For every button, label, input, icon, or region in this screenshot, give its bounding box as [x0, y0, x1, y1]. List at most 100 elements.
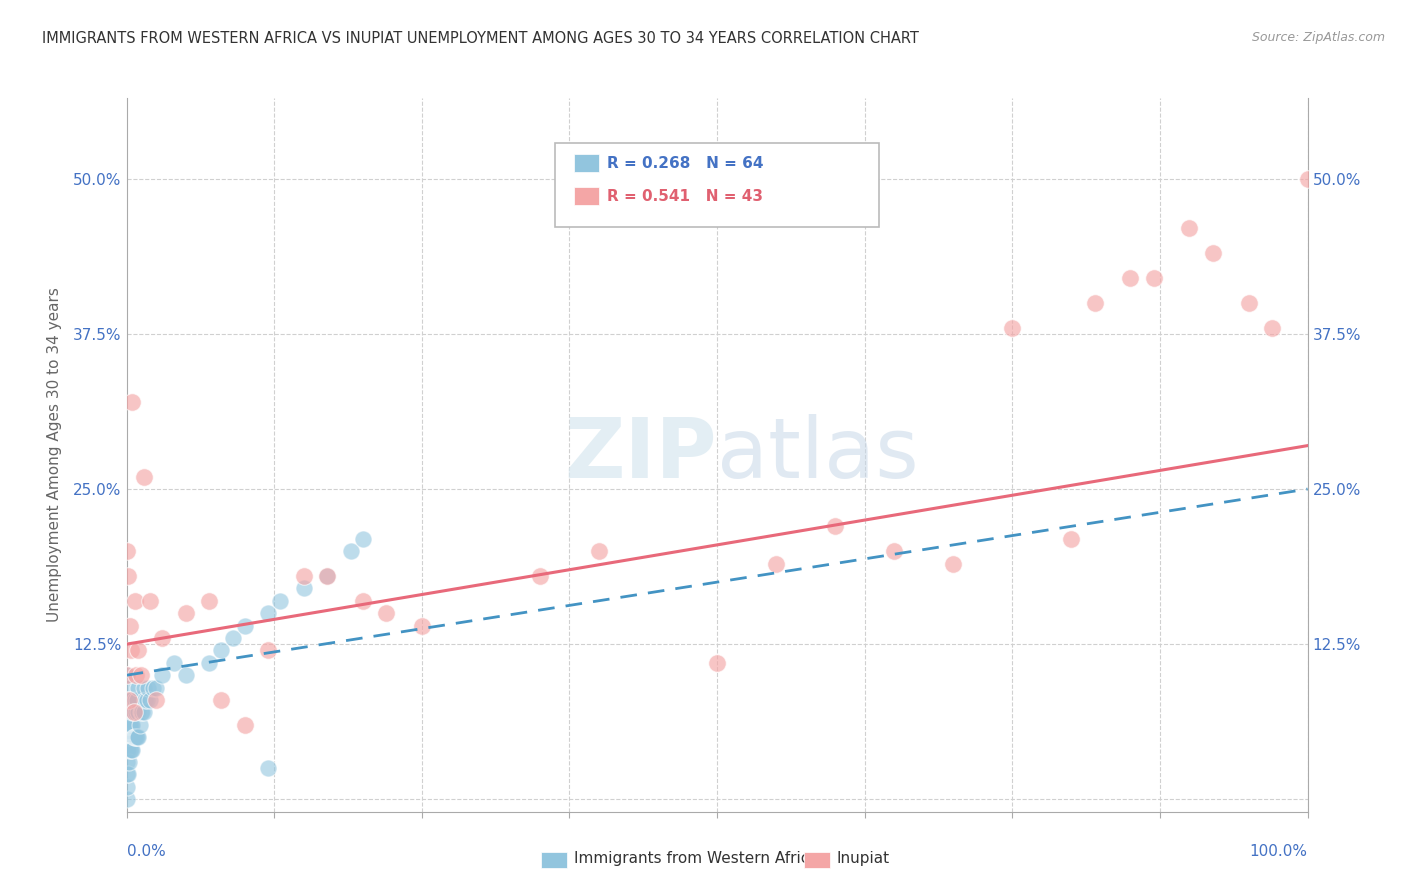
Point: [121, 395, 143, 409]
Point: [115, 668, 138, 682]
Text: IMMIGRANTS FROM WESTERN AFRICA VS INUPIAT UNEMPLOYMENT AMONG AGES 30 TO 34 YEARS: IMMIGRANTS FROM WESTERN AFRICA VS INUPIA…: [42, 31, 920, 46]
Point: [340, 544, 363, 558]
Point: [127, 643, 149, 657]
Point: [150, 668, 173, 682]
Text: R = 0.268   N = 64: R = 0.268 N = 64: [607, 156, 763, 170]
Point: [117, 767, 139, 781]
Point: [122, 731, 145, 745]
Point: [117, 569, 139, 583]
Point: [128, 718, 150, 732]
Point: [139, 593, 162, 607]
Point: [115, 742, 138, 756]
Point: [120, 718, 142, 732]
Point: [198, 656, 221, 670]
Point: [292, 569, 315, 583]
Point: [1202, 246, 1225, 260]
Point: [824, 519, 846, 533]
Point: [269, 593, 291, 607]
Point: [233, 618, 256, 632]
Point: [134, 469, 156, 483]
Point: [127, 681, 149, 695]
Text: Immigrants from Western Africa: Immigrants from Western Africa: [574, 851, 818, 865]
Point: [118, 755, 141, 769]
Point: [118, 693, 141, 707]
Point: [121, 742, 143, 756]
Point: [942, 557, 965, 571]
Point: [233, 718, 256, 732]
Point: [131, 706, 153, 720]
Point: [115, 544, 138, 558]
Text: atlas: atlas: [717, 415, 918, 495]
Point: [134, 681, 156, 695]
Point: [1084, 296, 1107, 310]
Point: [120, 618, 142, 632]
Point: [134, 693, 156, 707]
Point: [117, 706, 139, 720]
Point: [1296, 171, 1319, 186]
Point: [198, 593, 221, 607]
Point: [115, 792, 138, 806]
Point: [125, 668, 148, 682]
Point: [145, 681, 167, 695]
Text: R = 0.541   N = 43: R = 0.541 N = 43: [607, 189, 763, 203]
Point: [118, 718, 141, 732]
Point: [257, 761, 280, 775]
Point: [136, 681, 159, 695]
Point: [139, 693, 162, 707]
Point: [129, 706, 152, 720]
Point: [529, 569, 551, 583]
Point: [257, 606, 280, 620]
Point: [163, 656, 186, 670]
Point: [115, 718, 138, 732]
Text: 100.0%: 100.0%: [1250, 845, 1308, 859]
Point: [124, 593, 146, 607]
Point: [124, 731, 146, 745]
Point: [120, 706, 142, 720]
Point: [127, 693, 149, 707]
Point: [129, 668, 152, 682]
Point: [120, 742, 142, 756]
Text: Source: ZipAtlas.com: Source: ZipAtlas.com: [1251, 31, 1385, 45]
Point: [115, 693, 138, 707]
Point: [257, 643, 280, 657]
Point: [316, 569, 339, 583]
Point: [127, 731, 149, 745]
Point: [115, 767, 138, 781]
Point: [588, 544, 610, 558]
Point: [1261, 320, 1284, 334]
Point: [411, 618, 433, 632]
Point: [150, 631, 173, 645]
Text: ZIP: ZIP: [565, 415, 717, 495]
Point: [117, 681, 139, 695]
Point: [117, 731, 139, 745]
Point: [883, 544, 905, 558]
Point: [765, 557, 787, 571]
Text: Inupiat: Inupiat: [837, 851, 890, 865]
Y-axis label: Unemployment Among Ages 30 to 34 years: Unemployment Among Ages 30 to 34 years: [46, 287, 62, 623]
Point: [292, 582, 315, 596]
Point: [120, 693, 142, 707]
Point: [209, 643, 232, 657]
Point: [174, 606, 197, 620]
Point: [120, 718, 142, 732]
Point: [352, 593, 374, 607]
Point: [1119, 271, 1142, 285]
Point: [209, 693, 232, 707]
Point: [120, 742, 142, 756]
Point: [122, 706, 145, 720]
Point: [1178, 221, 1201, 235]
Point: [115, 706, 138, 720]
Point: [118, 693, 141, 707]
Point: [174, 668, 197, 682]
Point: [127, 731, 149, 745]
Point: [127, 706, 149, 720]
Text: 0.0%: 0.0%: [127, 845, 166, 859]
Point: [125, 731, 148, 745]
Point: [117, 742, 139, 756]
Point: [316, 569, 339, 583]
Point: [1237, 296, 1260, 310]
Point: [706, 656, 728, 670]
Point: [134, 706, 156, 720]
Point: [1143, 271, 1166, 285]
Point: [115, 780, 138, 794]
